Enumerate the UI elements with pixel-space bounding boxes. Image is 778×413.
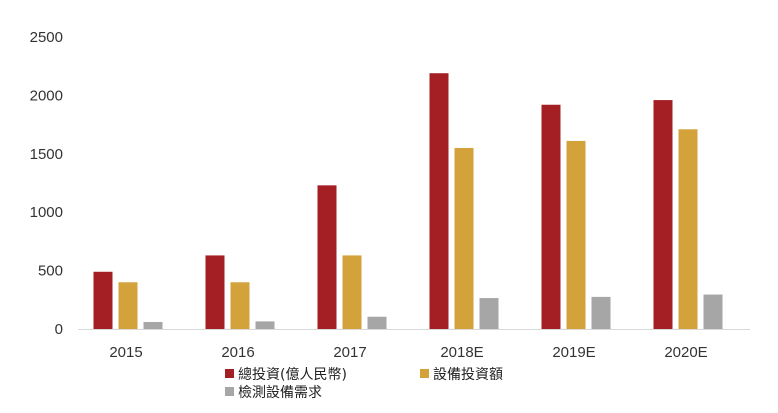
bar-1-2015	[93, 271, 113, 329]
bar-1-2017	[317, 185, 337, 329]
bar-1-2020e	[653, 100, 673, 330]
bar-1-2016	[205, 255, 225, 329]
bar-3-2015	[143, 321, 163, 329]
bar-3-2020e	[703, 294, 723, 329]
legend-item: 設備投資額	[420, 367, 503, 383]
x-tick-label: 2020E	[664, 344, 707, 361]
bar-3-2017	[367, 316, 387, 329]
bar-2-2019e	[566, 140, 586, 329]
y-tick-label: 1500	[30, 146, 63, 163]
y-tick-label: 2000	[30, 87, 63, 104]
x-axis: 2015 2016 2017 2018E 2019E 2020E	[78, 329, 750, 361]
x-tick-label: 2016	[221, 344, 254, 361]
plot-area	[93, 73, 723, 330]
y-tick-label: 1000	[30, 204, 63, 221]
legend-label: 設備投資額	[433, 367, 503, 383]
bar-2-2020e	[678, 129, 698, 329]
legend-item: 總投資(億人民幣)	[225, 366, 347, 383]
legend-label: 檢測設備需求	[238, 384, 322, 401]
y-tick-label: 500	[38, 263, 63, 280]
legend-label: 總投資(億人民幣)	[238, 366, 347, 383]
bar-3-2018e	[479, 298, 499, 329]
legend-item: 檢測設備需求	[225, 384, 322, 401]
bar-3-2016	[255, 321, 275, 329]
y-tick-label: 2500	[30, 29, 63, 46]
x-tick-label: 2015	[109, 344, 142, 361]
x-tick-label: 2017	[333, 344, 366, 361]
bar-3-2019e	[591, 296, 611, 329]
bar-2-2016	[230, 282, 250, 329]
bar-2-2015	[118, 282, 138, 329]
legend-swatch	[225, 369, 234, 378]
bar-2-2017	[342, 255, 362, 329]
legend-swatch	[420, 369, 429, 378]
legend-swatch	[225, 387, 234, 396]
x-tick-label: 2019E	[552, 344, 595, 361]
y-tick-label: 0	[55, 321, 63, 338]
bar-1-2018e	[429, 73, 449, 329]
bar-2-2018e	[454, 147, 474, 329]
y-axis: 0 500 1000 1500 2000 2500	[30, 29, 63, 338]
x-tick-label: 2018E	[440, 344, 483, 361]
bar-1-2019e	[541, 104, 561, 329]
